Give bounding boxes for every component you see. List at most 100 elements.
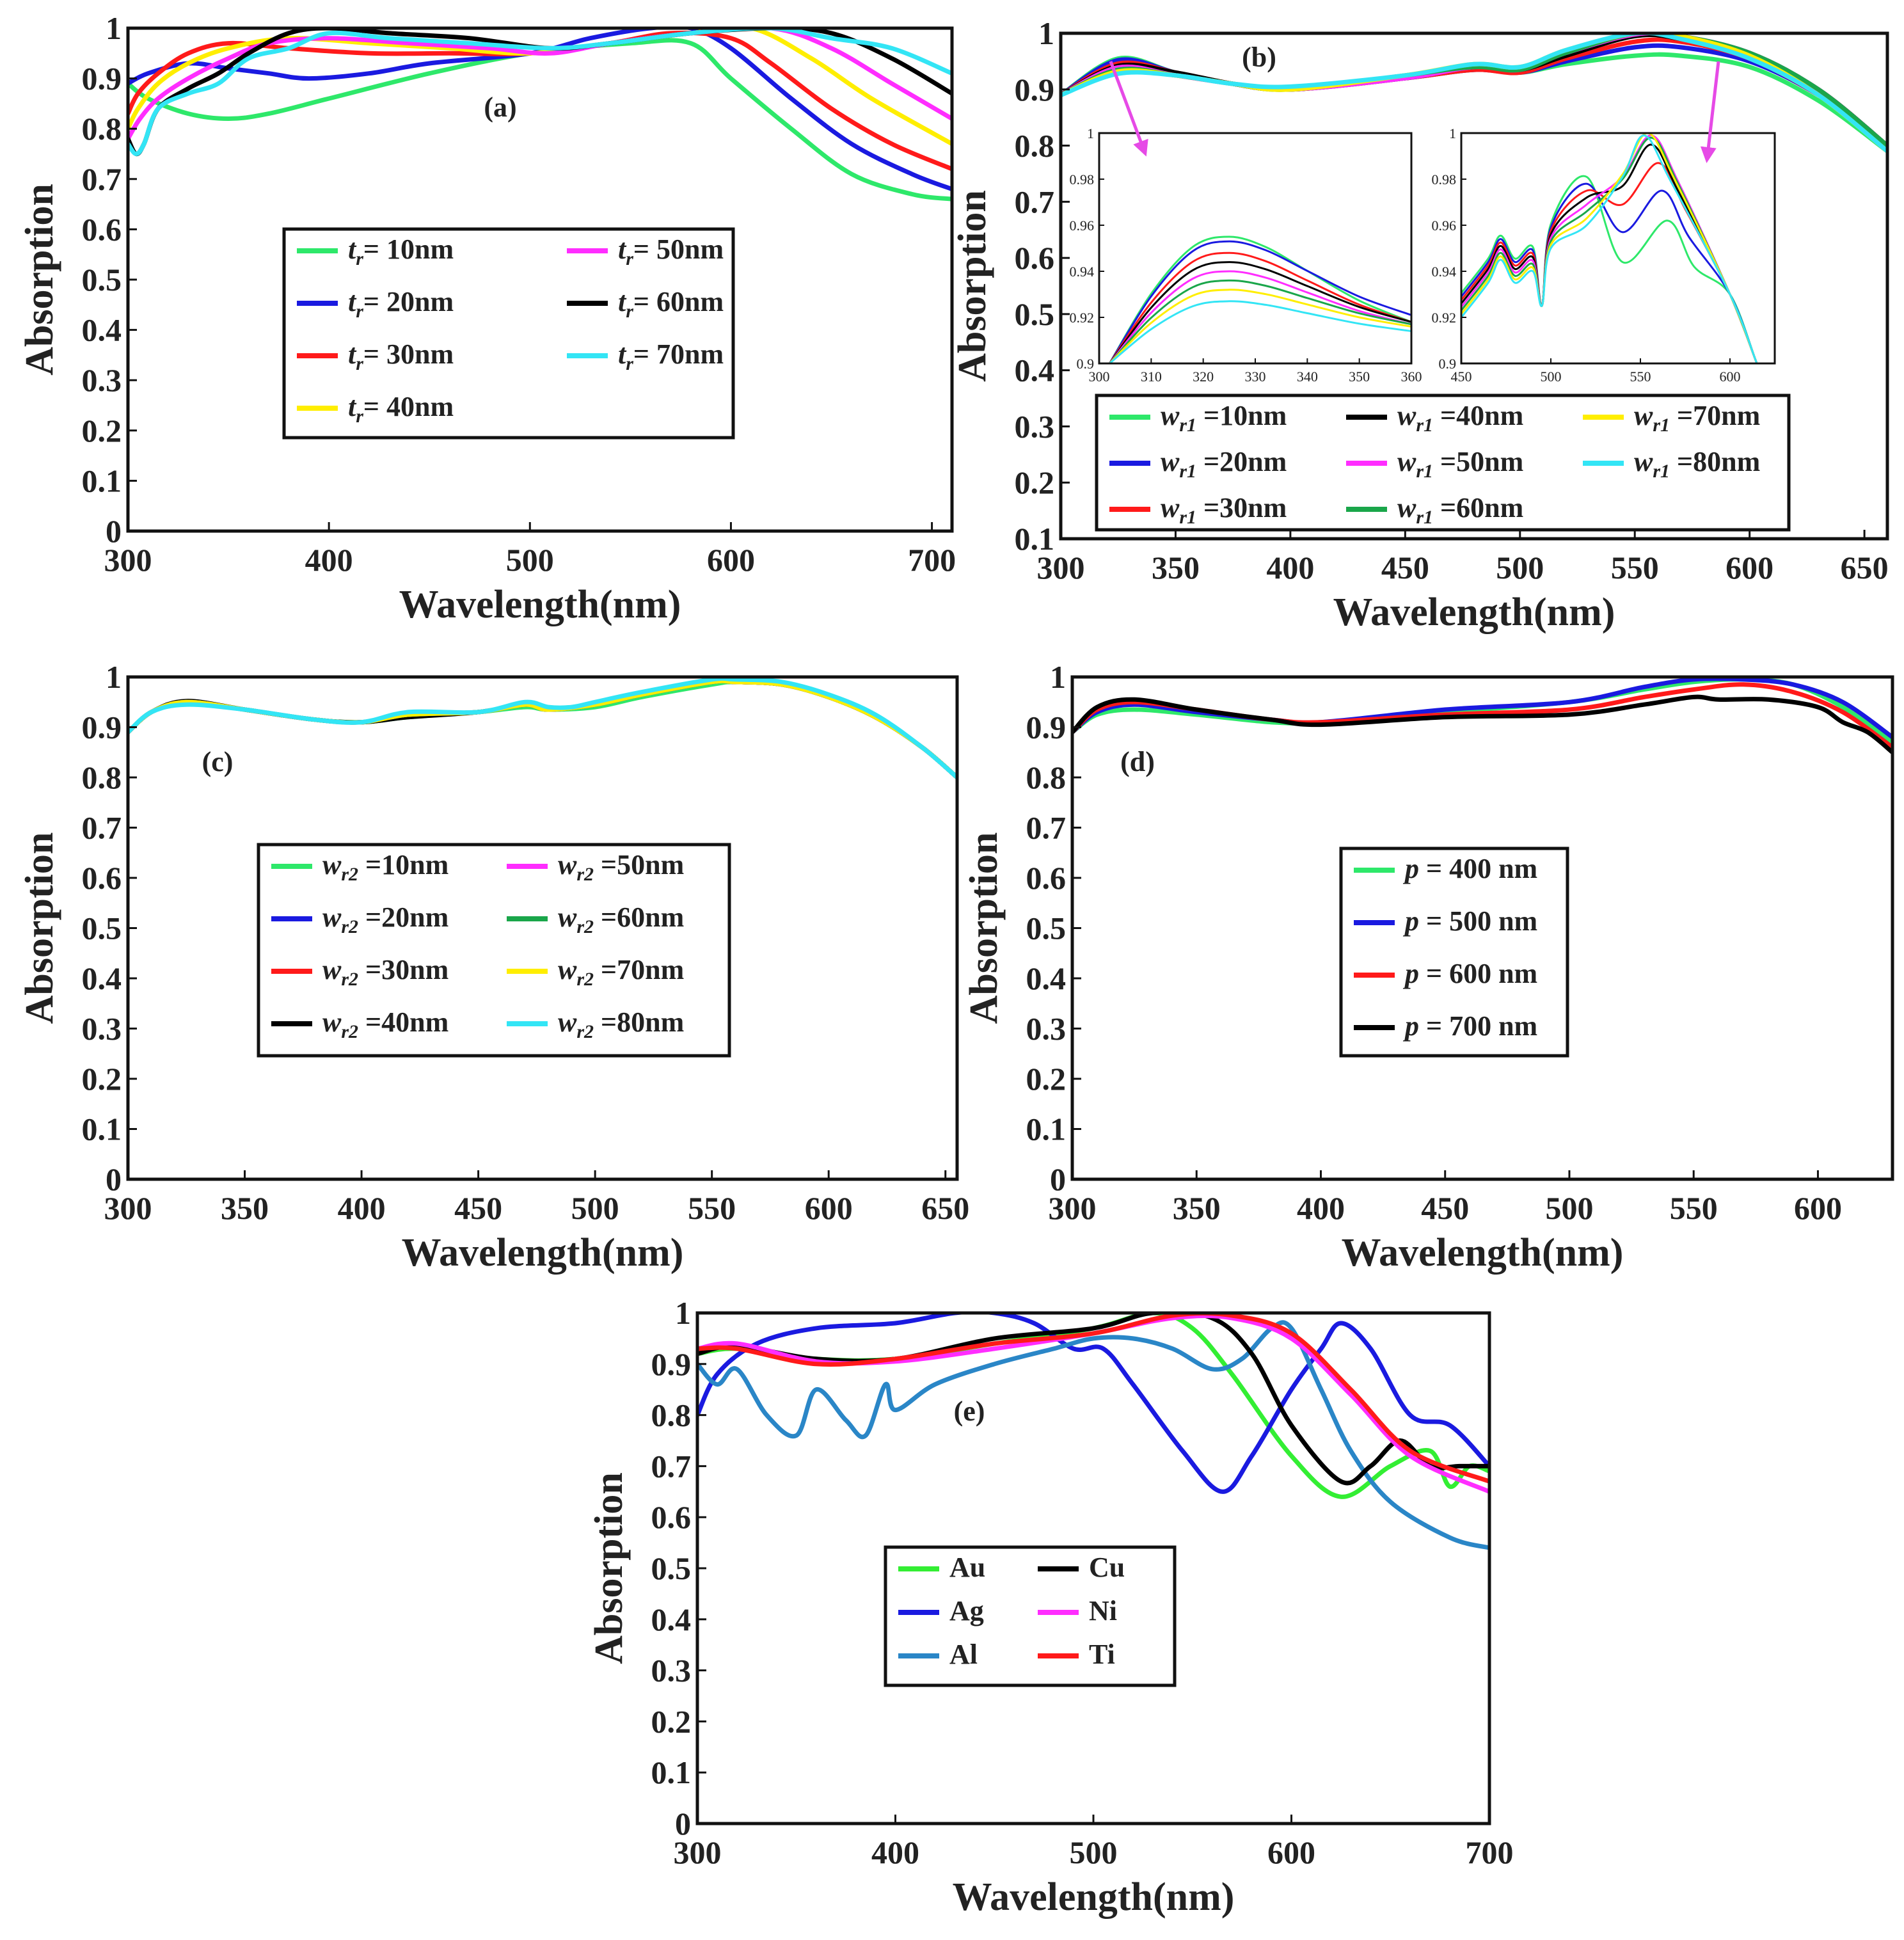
series-line-3 (1061, 37, 1887, 148)
x-tick-label: 300 (104, 1190, 152, 1226)
y-tick-label: 0.6 (651, 1499, 692, 1535)
y-tick-label: 0.5 (1026, 910, 1067, 946)
inset-series (1461, 133, 1758, 363)
inset-1: 0.9 0.92 0.94 0.96 0.98 1 300 310 320 330 340 350 36… (1070, 125, 1422, 385)
x-tick-label: 300 (674, 1834, 722, 1870)
legend-item: Ti (1038, 1639, 1115, 1670)
legend-label: wr1 =30nm (1161, 492, 1287, 528)
y-tick-label: 0.3 (1026, 1011, 1067, 1047)
series-line-7 (128, 28, 952, 156)
legend-label: wr2 =60nm (558, 902, 684, 937)
legend-label: Ag (949, 1595, 984, 1626)
inset-series-line-2 (1109, 240, 1411, 363)
inset-series-line-5 (1109, 270, 1411, 363)
y-tick-label: 0.7 (1015, 184, 1055, 219)
series-line-1 (128, 38, 952, 202)
legend: wr1 =10nm wr1 =20nm wr1 =30nm wr1 =40nm wr1 … (1095, 394, 1791, 532)
series-line-8 (128, 677, 957, 780)
series-group (1061, 33, 1887, 154)
x-tick-label: 550 (1611, 550, 1659, 585)
inset-x-tick-label: 350 (1349, 369, 1370, 385)
y-tick-label: 0.3 (1015, 408, 1055, 444)
x-tick-label: 700 (908, 542, 956, 578)
series-group (1072, 677, 1892, 755)
y-tick-label: 0.4 (1026, 960, 1067, 996)
series-line-5 (1061, 33, 1887, 148)
series-line-3 (697, 1320, 1489, 1550)
x-tick-label: 300 (1037, 550, 1085, 585)
x-tick-label: 400 (1297, 1190, 1345, 1226)
y-axis-label: Absorption (18, 832, 61, 1024)
panel-label: (b) (1242, 42, 1276, 73)
legend-label: p = 500 nm (1402, 905, 1537, 937)
legend-label: p = 400 nm (1402, 853, 1537, 884)
x-tick-label: 550 (1670, 1190, 1718, 1226)
y-tick-label: 1 (106, 10, 122, 46)
x-tick-label: 400 (871, 1834, 919, 1870)
legend-item: wr1 =50nm (1346, 446, 1523, 482)
legend-item: wr2 =60nm (507, 902, 684, 937)
legend-label: tr= 50nm (618, 234, 724, 269)
x-tick-label: 450 (1421, 1190, 1469, 1226)
panel-d: 0 0.1 0.2 0.3 0.4 0.5 0.6 0.7 0.8 0.9 1 300 350 400 45… (962, 659, 1894, 1275)
inset-2: 0.9 0.92 0.94 0.96 0.98 1 450 500 550 600 (1432, 125, 1776, 385)
legend-label: Al (949, 1639, 978, 1670)
legend-label: p = 600 nm (1402, 958, 1537, 989)
x-tick-label: 600 (1794, 1190, 1842, 1226)
legend-label: Ti (1089, 1639, 1115, 1670)
inset-y-tick-label: 0.92 (1070, 310, 1095, 326)
y-tick-label: 0.2 (651, 1703, 692, 1739)
x-tick-label: 600 (1726, 550, 1773, 585)
y-tick-label: 0.5 (82, 910, 122, 946)
x-tick-label: 300 (1049, 1190, 1097, 1226)
inset-x-tick-label: 500 (1541, 369, 1562, 385)
legend-item: tr= 60nm (567, 286, 724, 322)
legend-item: wr2 =40nm (271, 1006, 448, 1042)
panel-label: (d) (1120, 746, 1155, 777)
series-line-2 (1072, 677, 1892, 740)
inset-series (1109, 235, 1411, 363)
legend-item: wr2 =30nm (271, 954, 448, 990)
inset-y-tick-label: 0.9 (1077, 356, 1095, 372)
legend-item: wr1 =40nm (1346, 400, 1523, 436)
series-group (697, 1313, 1489, 1550)
legend-item: tr= 30nm (297, 338, 454, 374)
legend-item: Ni (1038, 1595, 1117, 1626)
legend-label: tr= 70nm (618, 338, 724, 374)
x-tick-label: 700 (1466, 1834, 1514, 1870)
legend-label: tr= 20nm (348, 286, 454, 322)
series-group (128, 28, 952, 202)
legend-item: wr1 =10nm (1109, 400, 1287, 436)
y-tick-label: 0.4 (1015, 353, 1055, 388)
y-tick-label: 0.4 (82, 960, 122, 996)
y-axis-label: Absorption (951, 190, 994, 382)
inset-series-line-4 (1109, 261, 1411, 363)
legend-frame (282, 227, 735, 440)
legend: wr2 =10nm wr2 =20nm wr2 =30nm wr2 =40nm wr2 … (257, 843, 731, 1058)
series-line-4 (1061, 33, 1887, 148)
inset-series-line-3 (1109, 251, 1411, 363)
inset-frame-bg (1098, 132, 1413, 365)
x-axis-label: Wavelength(nm) (402, 1231, 684, 1275)
legend-item: wr2 =50nm (507, 849, 684, 885)
legend-item: tr= 10nm (297, 234, 454, 269)
x-axis-label: Wavelength(nm) (1342, 1231, 1624, 1275)
y-tick-label: 0.7 (82, 810, 122, 846)
x-tick-label: 500 (1070, 1834, 1118, 1870)
inset-x-tick-label: 450 (1451, 369, 1472, 385)
inset-x-tick-label: 600 (1720, 369, 1741, 385)
x-tick-label: 650 (921, 1190, 969, 1226)
y-tick-label: 1 (1038, 15, 1054, 51)
legend-item: tr= 70nm (567, 338, 724, 374)
legend-item: wr1 =20nm (1109, 446, 1287, 482)
legend-label: tr= 60nm (618, 286, 724, 322)
inset-x-tick-label: 340 (1297, 369, 1318, 385)
inset-x-tick-label: 330 (1245, 369, 1266, 385)
inset-series-line-8 (1109, 300, 1411, 363)
legend-item: wr1 =60nm (1346, 492, 1523, 528)
legend-label: wr1 =60nm (1397, 492, 1523, 528)
y-tick-label: 0.5 (1015, 296, 1055, 332)
legend-item: wr2 =20nm (271, 902, 448, 937)
legend-label: Au (949, 1552, 985, 1583)
